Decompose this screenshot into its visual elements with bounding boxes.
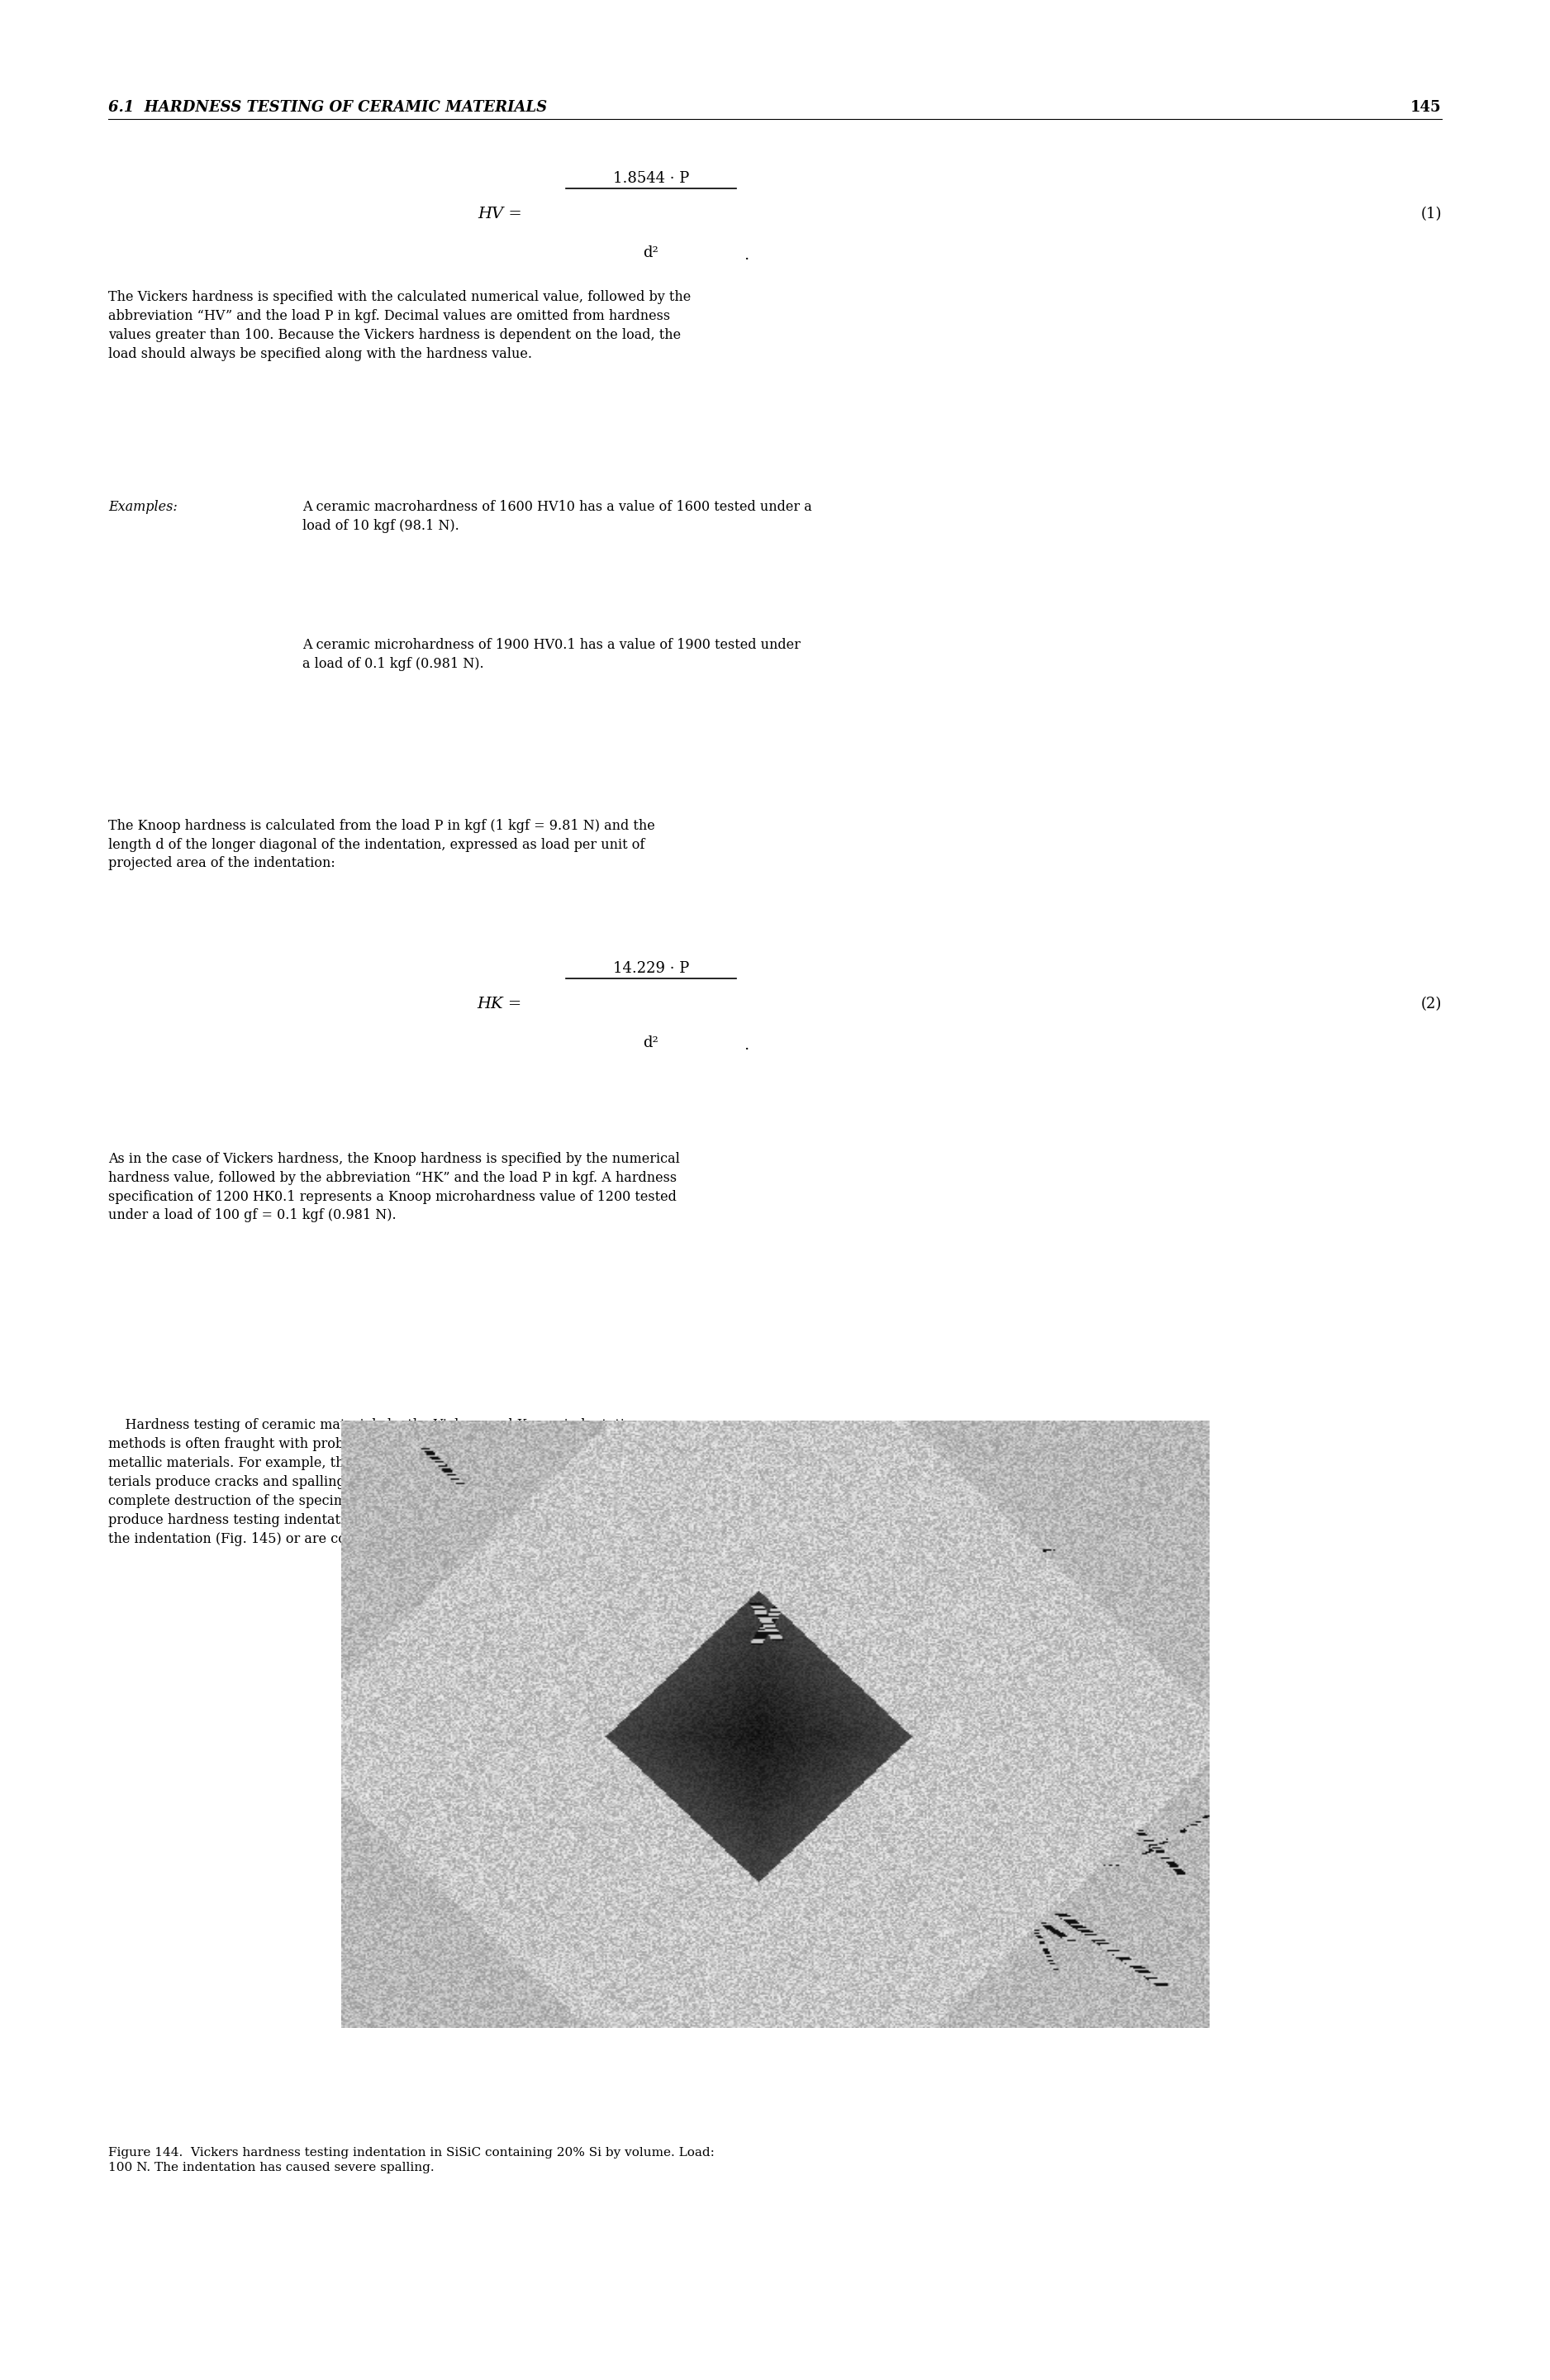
Text: Figure 144.  Vickers hardness testing indentation in SiSiC containing 20% Si by : Figure 144. Vickers hardness testing ind…	[109, 2147, 715, 2173]
Text: 145: 145	[1410, 100, 1442, 114]
Text: d²: d²	[643, 1035, 659, 1050]
Text: Hardness testing of ceramic materials by the Vickers and Knoop indentation
metho: Hardness testing of ceramic materials by…	[109, 1418, 698, 1547]
Text: The Vickers hardness is specified with the calculated numerical value, followed : The Vickers hardness is specified with t…	[109, 290, 691, 362]
Text: (1): (1)	[1420, 207, 1442, 221]
Text: The Knoop hardness is calculated from the load P in kgf (1 kgf = 9.81 N) and the: The Knoop hardness is calculated from th…	[109, 819, 656, 871]
Text: A ceramic macrohardness of 1600 HV10 has a value of 1600 tested under a
load of : A ceramic macrohardness of 1600 HV10 has…	[302, 500, 812, 533]
Text: Examples:: Examples:	[109, 500, 178, 514]
Text: A ceramic microhardness of 1900 HV0.1 has a value of 1900 tested under
a load of: A ceramic microhardness of 1900 HV0.1 ha…	[302, 638, 800, 671]
Text: d²: d²	[643, 245, 659, 259]
Text: 14.229 · P: 14.229 · P	[612, 962, 690, 976]
Text: HK =: HK =	[477, 997, 527, 1011]
Text: .: .	[744, 1038, 749, 1052]
Text: 1.8544 · P: 1.8544 · P	[612, 171, 690, 186]
Text: .: .	[744, 248, 749, 262]
Text: HV =: HV =	[477, 207, 527, 221]
Text: As in the case of Vickers hardness, the Knoop hardness is specified by the numer: As in the case of Vickers hardness, the …	[109, 1152, 680, 1223]
Text: 6.1  HARDNESS TESTING OF CERAMIC MATERIALS: 6.1 HARDNESS TESTING OF CERAMIC MATERIAL…	[109, 100, 547, 114]
Text: (2): (2)	[1420, 997, 1442, 1011]
